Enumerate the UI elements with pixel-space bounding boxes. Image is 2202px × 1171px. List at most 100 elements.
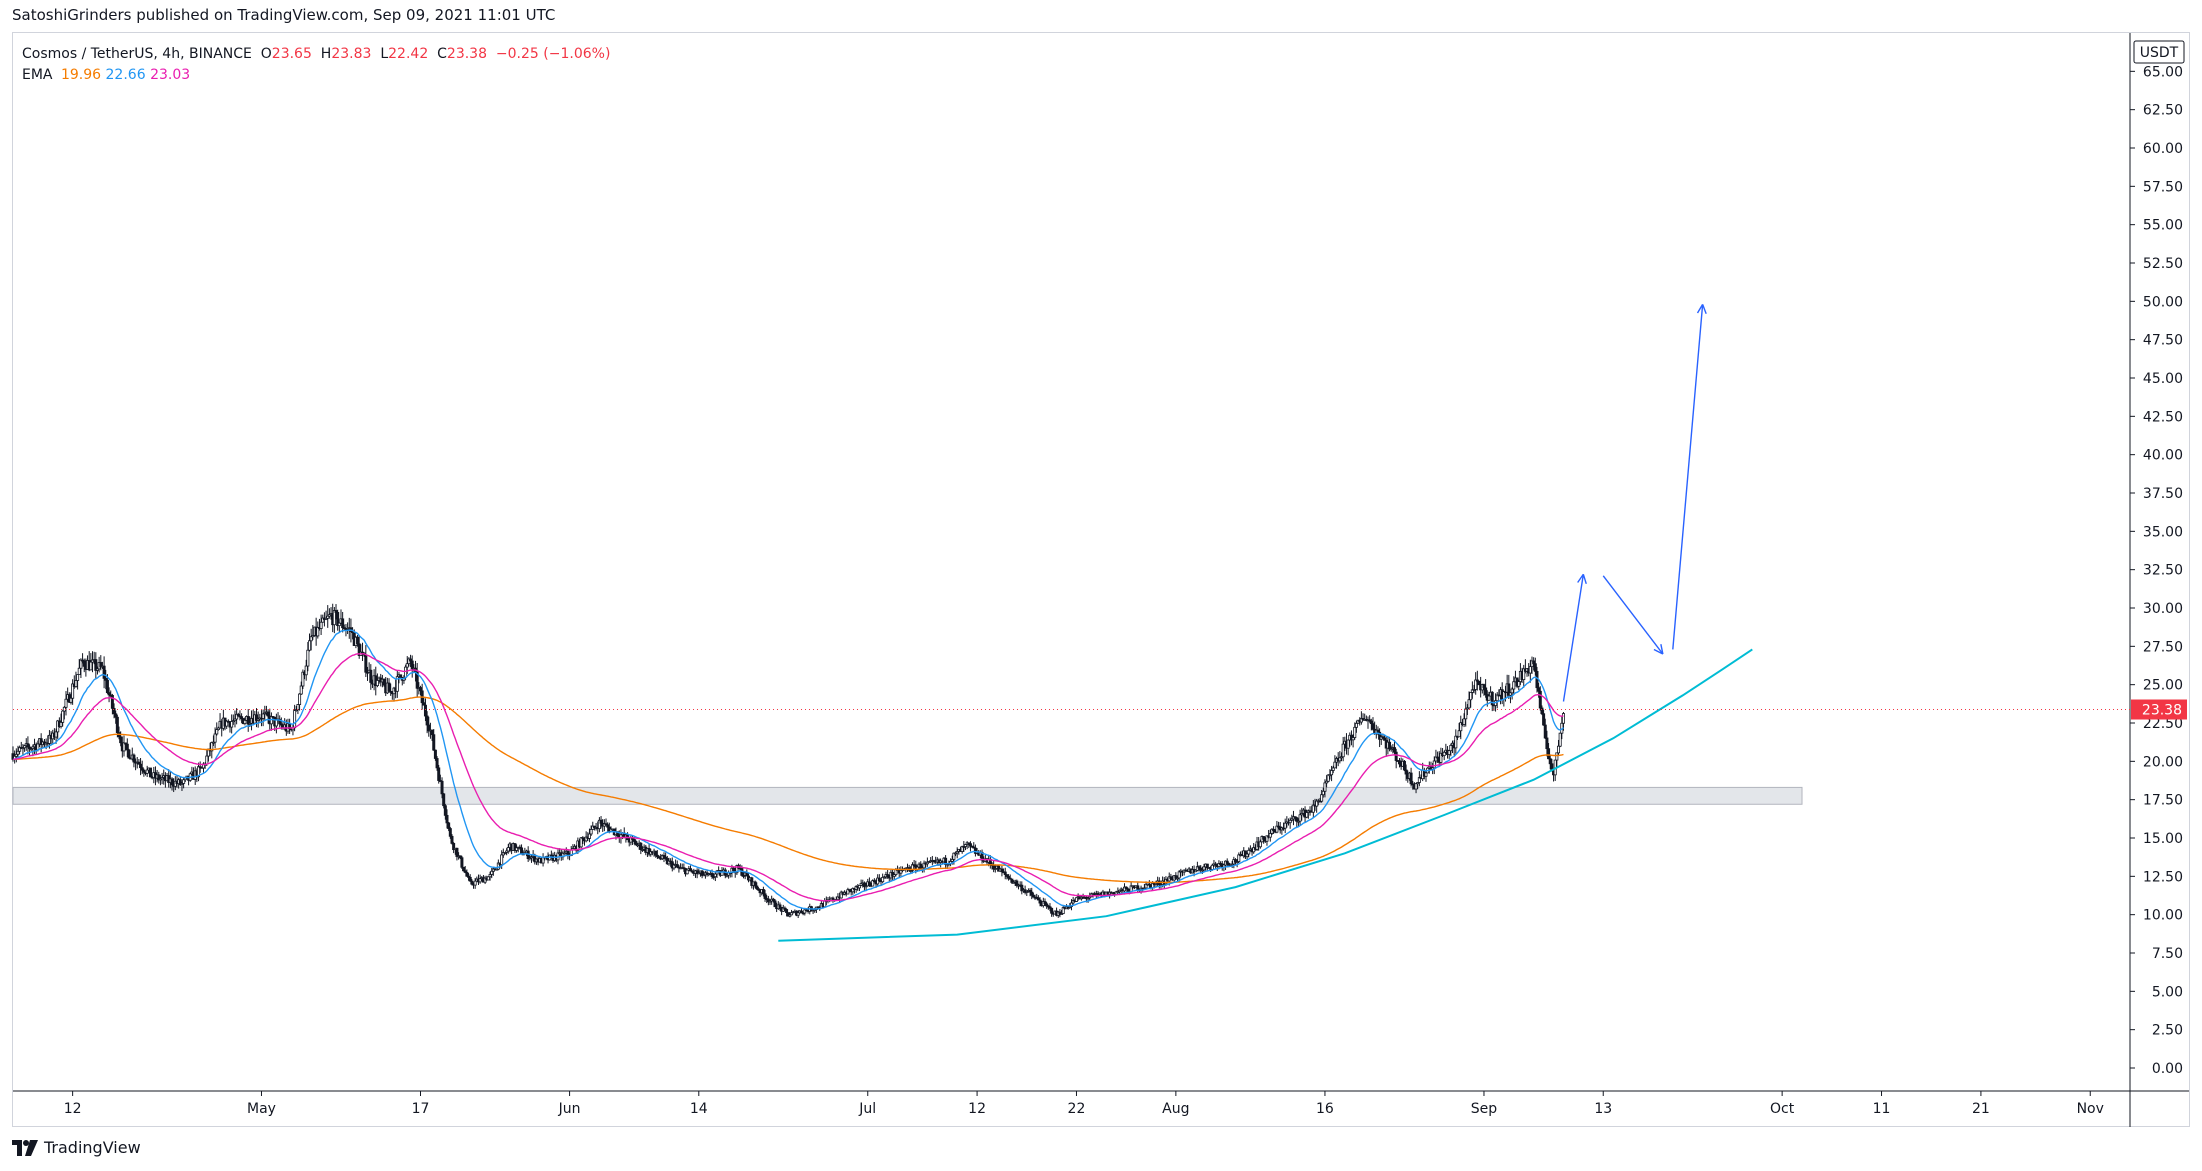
candle-body (231, 720, 235, 723)
candle-body (468, 876, 472, 882)
y-tick-label: 7.50 (2152, 946, 2183, 962)
candle-body (1328, 774, 1332, 777)
candle-body (685, 869, 689, 875)
y-tick-label: 47.50 (2143, 333, 2183, 349)
candle-body (112, 707, 116, 715)
candle-body (82, 660, 86, 667)
candle-body (503, 852, 507, 854)
candle-body (735, 865, 739, 874)
candle-body (859, 883, 863, 886)
candle-body (418, 687, 422, 692)
candle-body (1416, 782, 1420, 785)
legend-open-label: O (260, 46, 272, 62)
y-tick-label: 25.00 (2143, 678, 2183, 694)
tradingview-logo-icon (12, 1139, 38, 1156)
candle-body (1074, 897, 1078, 902)
candle-body (59, 721, 63, 727)
candle-body (1227, 863, 1231, 866)
candle-body (443, 805, 447, 816)
candle-body (1296, 820, 1300, 823)
candle-body (364, 654, 368, 673)
legend-ema-slow: 19.96 (60, 67, 102, 83)
legend-change: −0.25 (−1.06%) (495, 46, 611, 62)
candle-body (76, 674, 80, 681)
tradingview-logo[interactable]: TradingView (12, 1138, 141, 1157)
candle-body (846, 889, 850, 895)
candle-body (1210, 864, 1214, 870)
candle-body (1235, 861, 1239, 863)
candle-body (500, 854, 504, 866)
candle-body (1341, 743, 1345, 758)
candle-body (470, 880, 474, 885)
candle-body (1333, 761, 1337, 769)
candle-body (1495, 694, 1499, 702)
candle-body (1472, 689, 1476, 691)
candle-body (886, 874, 890, 878)
candle-body (871, 880, 875, 887)
candle-body (1338, 757, 1342, 762)
y-tick-label: 20.00 (2143, 754, 2183, 770)
y-tick-label: 2.50 (2152, 1023, 2183, 1039)
candle-body (1320, 794, 1324, 802)
candle-body (1404, 769, 1408, 775)
candle-body (783, 907, 787, 910)
candle-body (488, 874, 492, 878)
candle-body (1061, 907, 1065, 914)
candle-body (47, 734, 51, 744)
candle-body (1510, 688, 1514, 694)
candle-body (1508, 692, 1512, 696)
y-tick-label: 52.50 (2143, 256, 2183, 272)
candle-body (460, 857, 464, 868)
candle-body (1359, 718, 1363, 723)
candle-body (803, 909, 807, 914)
last-price-tag (2131, 699, 2187, 720)
legend-symbol-row: Cosmos / TetherUS, 4h, BINANCE O23.65 H2… (22, 44, 610, 65)
candle-body (21, 747, 25, 750)
candle-body (26, 743, 30, 748)
candle-body (1283, 822, 1287, 829)
candle-body (882, 876, 886, 879)
candle-body (148, 767, 152, 778)
candle-body (299, 685, 303, 695)
candle-body (442, 793, 446, 807)
candle-body (1378, 731, 1382, 740)
candle-body (1388, 741, 1392, 750)
candle-body (857, 884, 861, 889)
candle-body (1326, 774, 1330, 782)
candle-body (473, 880, 477, 886)
legend-low-label: L (380, 46, 389, 62)
y-tick-label: 35.00 (2143, 524, 2183, 540)
candle-body (478, 878, 482, 883)
candle-body (1325, 780, 1329, 784)
candle-body (654, 850, 658, 856)
candle-body (1464, 708, 1468, 720)
candle-body (1199, 867, 1203, 871)
candle-body (246, 716, 250, 725)
candle-body (1060, 913, 1064, 915)
candle-body (1475, 679, 1479, 682)
candle-body (455, 847, 459, 857)
candle-body (1383, 737, 1387, 741)
candle-body (664, 856, 668, 859)
candle-body (342, 627, 346, 630)
candle-body (64, 698, 68, 708)
candle-body (99, 662, 103, 668)
candle-body (695, 870, 699, 875)
candle-body (197, 766, 201, 778)
candle-body (102, 665, 106, 679)
candle-body (1176, 877, 1180, 880)
candle-body (1265, 835, 1269, 842)
candle-body (1233, 859, 1237, 863)
candle-body (592, 825, 596, 828)
candle-body (1490, 691, 1494, 706)
candle-body (962, 846, 966, 848)
candle-body (1247, 849, 1251, 855)
currency-box (2133, 40, 2185, 64)
legend-open: 23.65 (271, 46, 312, 62)
candle-body (415, 671, 419, 689)
candle-body (114, 713, 118, 718)
candle-body (1205, 863, 1209, 869)
support-zone (12, 786, 1803, 805)
candle-body (1533, 663, 1537, 672)
